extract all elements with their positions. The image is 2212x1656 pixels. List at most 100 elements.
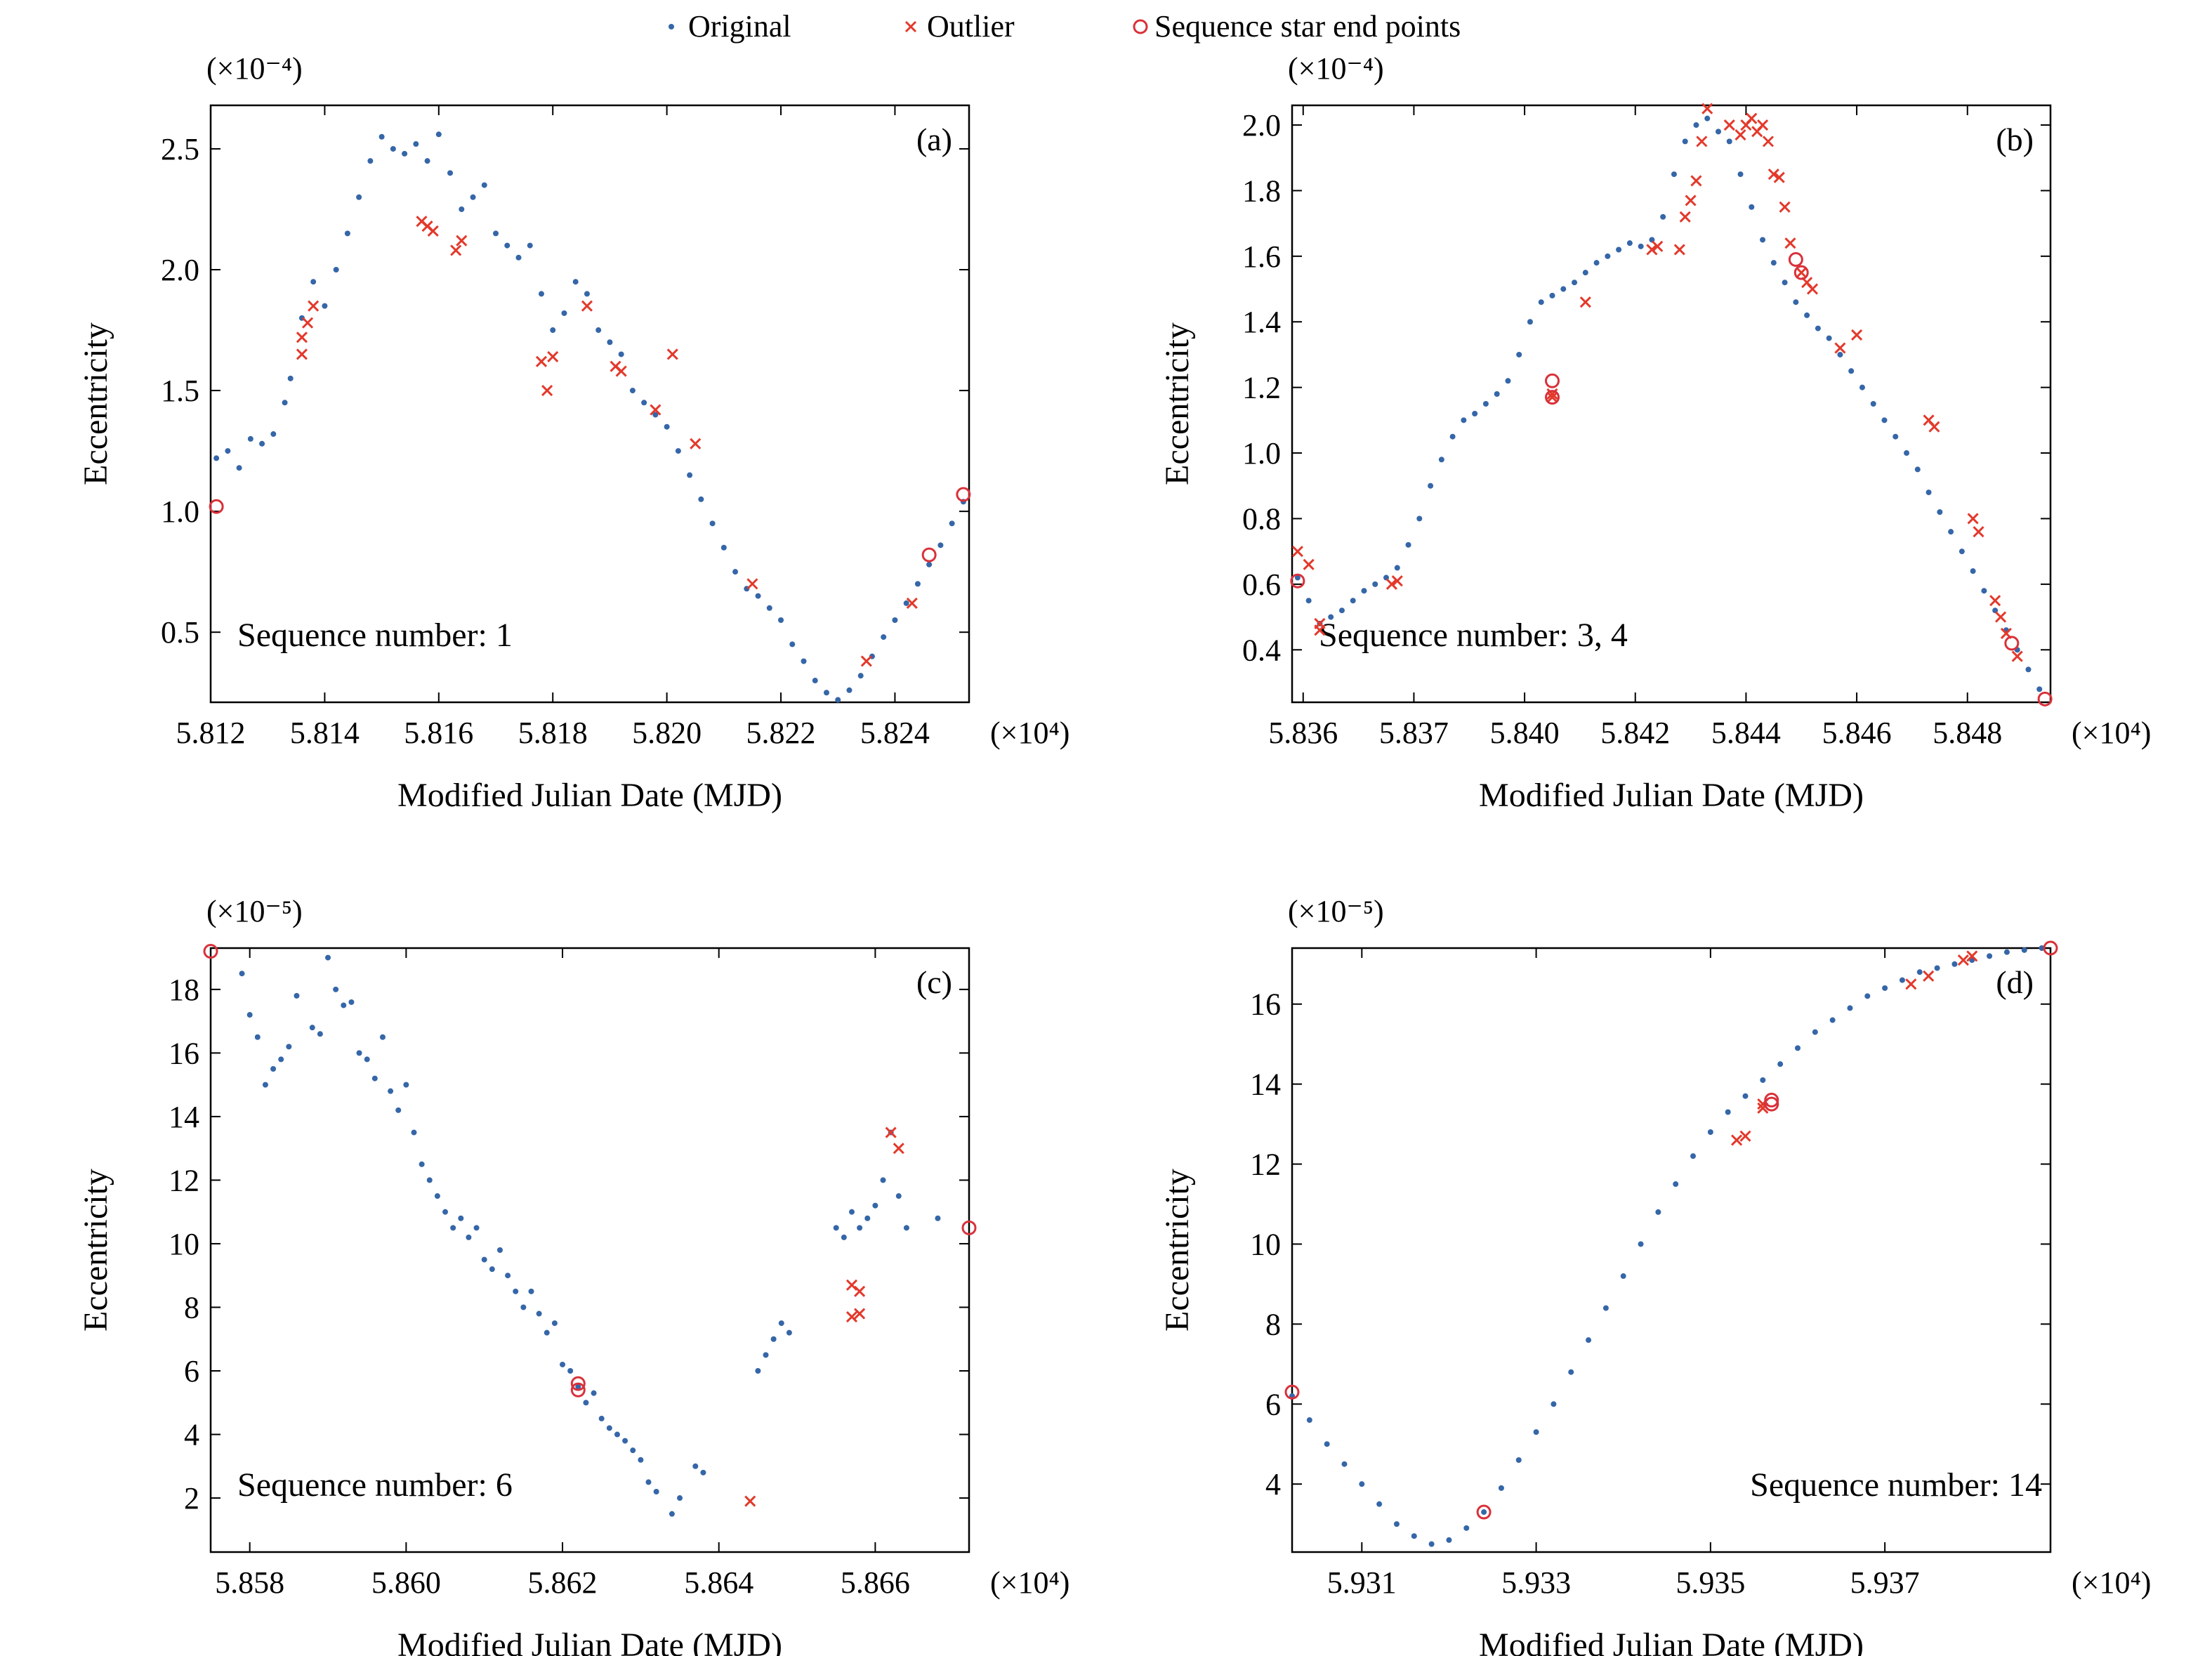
original-point [591, 1390, 597, 1396]
outlier-stroke [854, 1285, 866, 1297]
original-point [1671, 171, 1677, 178]
panel-label: (c) [916, 964, 952, 1000]
outlier-stroke [1796, 267, 1808, 279]
original-point [1616, 247, 1622, 253]
panel-label: (b) [1996, 121, 2034, 157]
original-point [1494, 390, 1500, 397]
original-point [653, 1489, 659, 1494]
original-point [935, 1215, 941, 1221]
y-tick-label: 1.8 [1242, 173, 1281, 208]
original-point [622, 1438, 628, 1444]
outlier-point [450, 244, 462, 256]
y-tick-label: 12 [1250, 1148, 1281, 1182]
outlier-stroke [1973, 526, 1984, 538]
original-point [1376, 1501, 1383, 1507]
original-point [515, 254, 522, 261]
original-point [413, 141, 419, 147]
y-exponent: (×10⁻⁴) [206, 51, 303, 86]
original-point [1498, 1485, 1504, 1491]
outlier-point [746, 578, 758, 590]
y-tick-label: 10 [169, 1227, 199, 1261]
outlier-stroke [1731, 1134, 1743, 1146]
outlier-stroke [1546, 391, 1558, 403]
original-point [1472, 411, 1478, 417]
original-point [638, 1457, 644, 1463]
outlier-stroke [1834, 342, 1846, 354]
y-axis-label: Eccentricity [1159, 322, 1196, 485]
series-original [213, 131, 966, 703]
original-point [572, 279, 579, 285]
original-point [1881, 417, 1888, 423]
original-point [720, 544, 727, 551]
outlier-point [1973, 526, 1984, 538]
original-point [872, 1202, 878, 1209]
outlier-stroke [690, 438, 702, 449]
outlier-point [1739, 1130, 1751, 1142]
y-tick-label: 1.0 [1242, 436, 1281, 471]
legend-original-marker [669, 24, 674, 29]
outlier-point [308, 300, 320, 312]
outlier-stroke [1966, 950, 1978, 962]
original-point [1549, 292, 1555, 298]
y-exponent: (×10⁻⁵) [1288, 894, 1384, 928]
chart-panel-c: 5.858 5.860 5.862 5.864 5.866 2 4 6 8 10 12 14 16 18 (… [77, 894, 1069, 1656]
original-point [447, 170, 454, 176]
original-point [732, 569, 739, 575]
original-point [1505, 378, 1511, 384]
original-point [669, 1511, 675, 1517]
series-sequence-star-end-points [1290, 252, 2053, 707]
original-point [1338, 607, 1345, 614]
outlier-point [1673, 244, 1685, 256]
outlier-stroke [1291, 546, 1303, 558]
outlier-stroke [1739, 1130, 1751, 1142]
original-point [645, 1479, 652, 1485]
outlier-point [1385, 578, 1397, 590]
outlier-point [1757, 119, 1769, 131]
outlier-stroke [541, 385, 553, 397]
outlier-stroke [1779, 201, 1791, 213]
original-point [473, 1225, 480, 1231]
outlier-stroke [1701, 103, 1713, 114]
original-point [225, 448, 231, 454]
outlier-point [1679, 211, 1691, 223]
y-tick-label: 1.6 [1242, 239, 1281, 274]
original-point [489, 1266, 495, 1273]
original-point [598, 1415, 605, 1421]
original-point [246, 1012, 253, 1018]
original-point [403, 1082, 409, 1088]
series-outlier [1731, 950, 1978, 1146]
original-point [419, 1161, 425, 1167]
original-point [1892, 433, 1899, 440]
outlier-point [1767, 169, 1779, 180]
original-point [755, 1368, 761, 1374]
original-point [770, 1336, 777, 1342]
x-tick-label: 5.824 [860, 716, 930, 750]
original-point [442, 1209, 449, 1215]
original-point [766, 605, 772, 611]
original-point [575, 1384, 581, 1390]
original-point [481, 182, 487, 188]
y-tick-label: 12 [169, 1163, 199, 1197]
original-point [493, 230, 499, 237]
y-axis-label: Eccentricity [1159, 1169, 1196, 1332]
original-point [914, 581, 921, 587]
outlier-stroke [1734, 129, 1746, 141]
outlier-point [1685, 195, 1697, 206]
outlier-point [1652, 240, 1664, 252]
original-point [1847, 1005, 1853, 1011]
original-point [561, 310, 567, 316]
original-point [513, 1288, 519, 1294]
outlier-point [456, 235, 468, 247]
original-point [536, 1310, 542, 1317]
original-point [1294, 574, 1301, 581]
x-tick-label: 5.812 [176, 716, 246, 750]
y-tick-label: 16 [169, 1036, 199, 1070]
outlier-point [1923, 970, 1935, 982]
outlier-point [1806, 283, 1819, 295]
y-axis-label: Eccentricity [77, 322, 114, 485]
original-point [1899, 977, 1905, 983]
x-tick-label: 5.858 [215, 1565, 284, 1600]
original-point [1793, 299, 1799, 305]
outlier-stroke [1784, 237, 1796, 249]
original-point [1568, 1369, 1574, 1375]
